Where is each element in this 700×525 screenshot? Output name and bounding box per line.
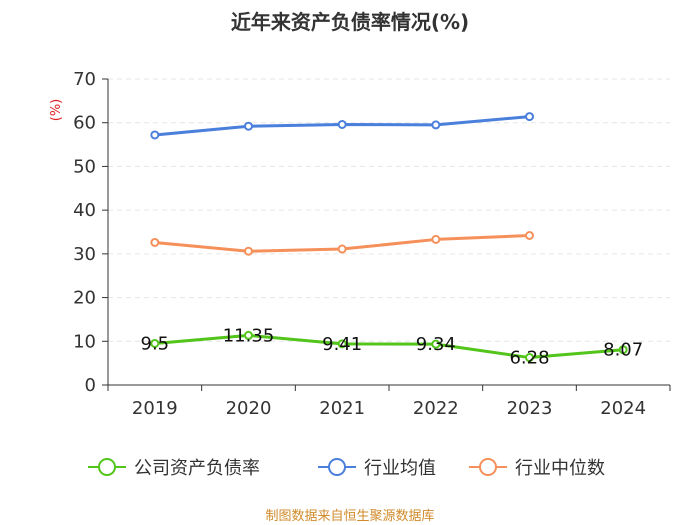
y-tick-label: 40 <box>73 200 96 221</box>
x-tick-label: 2024 <box>600 398 646 419</box>
y-tick-label: 30 <box>73 244 96 265</box>
data-label: 8.07 <box>603 340 643 361</box>
legend-swatch-marker <box>328 458 346 476</box>
gridlines <box>108 78 670 342</box>
series-layer <box>150 112 628 363</box>
data-point <box>244 121 253 131</box>
data-point <box>618 345 628 355</box>
data-point <box>525 230 534 240</box>
y-tick-label: 50 <box>73 156 96 177</box>
y-tick-label: 60 <box>73 113 96 134</box>
data-point <box>431 339 441 349</box>
legend-label: 行业均值 <box>364 458 436 479</box>
series-line <box>154 333 624 360</box>
data-point <box>244 246 253 256</box>
data-point <box>337 339 347 349</box>
axes: 0 10 20 30 40 50 60 70 2019 2020 2021 2022 2023 2024 <box>73 69 671 419</box>
y-axis-unit-label: (%) <box>49 99 64 122</box>
data-label: 9.34 <box>416 334 456 355</box>
data-labels: 9.5 11.35 9.41 9.34 6.28 8.07 <box>141 325 644 368</box>
legend: 公司资产负债率 行业均值 行业中位数 <box>88 458 605 479</box>
data-point <box>525 112 534 122</box>
y-tick-label: 0 <box>85 375 96 396</box>
x-tick-label: 2023 <box>507 398 553 419</box>
data-label: 6.28 <box>509 348 549 369</box>
legend-swatch-marker <box>479 458 497 476</box>
data-point <box>150 338 160 348</box>
x-tick-label: 2020 <box>226 398 272 419</box>
data-point <box>150 237 160 247</box>
x-tick-label: 2019 <box>132 398 178 419</box>
legend-label: 公司资产负债率 <box>134 458 260 479</box>
data-point <box>525 353 534 363</box>
data-point <box>337 244 347 254</box>
data-point <box>244 330 253 340</box>
data-label: 9.41 <box>322 334 362 355</box>
data-point <box>431 120 441 130</box>
y-tick-label: 20 <box>73 288 96 309</box>
legend-swatch-marker <box>98 458 116 476</box>
x-tick-label: 2021 <box>319 398 365 419</box>
y-tick-label: 10 <box>73 331 96 352</box>
data-label: 11.35 <box>223 325 275 346</box>
data-point <box>150 130 160 140</box>
chart-title: 近年来资产负债率情况(%) <box>231 10 469 34</box>
legend-label: 行业中位数 <box>515 458 605 479</box>
data-point <box>337 119 347 129</box>
source-note: 制图数据来自恒生聚源数据库 <box>265 508 434 524</box>
data-point <box>431 234 441 244</box>
y-tick-label: 70 <box>73 69 96 90</box>
data-label: 9.5 <box>141 333 170 354</box>
x-tick-label: 2022 <box>413 398 459 419</box>
